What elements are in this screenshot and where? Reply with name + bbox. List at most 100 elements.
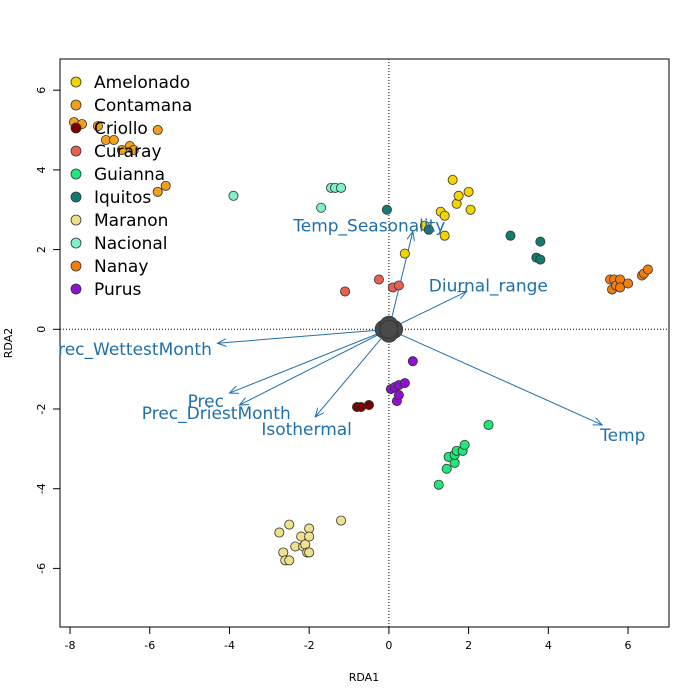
- point-purus: [393, 390, 404, 401]
- legend-swatch: [70, 168, 82, 180]
- point-contamana: [116, 144, 127, 155]
- environment-arrows: [218, 232, 603, 425]
- arrow-label-isothermal: Isothermal: [261, 420, 352, 440]
- point-nacional: [228, 190, 239, 201]
- legend-swatch: [70, 191, 82, 203]
- point-amelonado: [439, 230, 450, 241]
- legend-label: Nanay: [94, 257, 148, 277]
- x-tick-label: 0: [385, 639, 392, 652]
- legend-swatch: [70, 76, 82, 88]
- legend-swatch: [70, 283, 82, 295]
- series-nacional: [228, 182, 347, 213]
- point-criollo: [363, 400, 374, 411]
- point-iquitos: [505, 230, 516, 241]
- axes: -8 -6 -4 -2 0 2 4 6 -6 -4 -2 0 2 4 6: [35, 87, 632, 652]
- arrow-diurnal-range: [388, 291, 467, 330]
- point-maranon: [274, 527, 285, 538]
- arrow-label-prec-driestmonth: Prec_DriestMonth: [142, 404, 291, 424]
- reference-lines: [60, 59, 669, 627]
- arrow-prec: [229, 328, 390, 393]
- series-nanay: [605, 264, 653, 295]
- legend-item-nacional: Nacional: [70, 234, 168, 254]
- x-tick-label: -2: [304, 639, 315, 652]
- point-curaray: [393, 280, 404, 291]
- series-curaray: [340, 274, 404, 297]
- y-tick-label: 4: [35, 166, 48, 173]
- y-tick-label: -6: [35, 563, 48, 574]
- point-amelonado: [465, 204, 476, 215]
- series-amelonado: [399, 174, 476, 259]
- sample-points: [69, 117, 653, 566]
- point-guianna: [483, 419, 494, 430]
- legend-item-contamana: Contamana: [70, 96, 192, 116]
- legend-item-criollo: Criollo: [70, 119, 148, 139]
- point-contamana: [152, 186, 163, 197]
- arrow-label-temp: Temp: [599, 426, 645, 446]
- point-contamana: [160, 180, 171, 191]
- legend-label: Purus: [94, 280, 141, 300]
- legend-item-iquitos: Iquitos: [70, 188, 151, 208]
- series-contamana: [69, 117, 171, 197]
- legend-label: Criollo: [94, 119, 148, 139]
- arrow-label-prec: Prec: [188, 392, 224, 412]
- arrow-prec-driestmonth: [239, 328, 390, 405]
- point-contamana: [152, 125, 163, 136]
- arrow-label-temp-seasonality: Temp_Seasonality: [292, 217, 445, 237]
- series-iquitos: [381, 204, 546, 265]
- point-curaray: [340, 286, 351, 297]
- arrow-label-rec-wettestmonth: rec_WettestMonth: [58, 340, 212, 360]
- legend-item-maranon: Maranon: [70, 211, 168, 231]
- point-iquitos: [381, 204, 392, 215]
- y-tick-label: -4: [35, 483, 48, 494]
- center-cluster: [374, 315, 404, 343]
- point-iquitos: [423, 224, 434, 235]
- point-guianna: [433, 479, 444, 490]
- point-amelonado: [439, 210, 450, 221]
- point-guianna: [459, 439, 470, 450]
- series-purus: [385, 356, 418, 407]
- point-maranon: [284, 519, 295, 530]
- point-purus: [407, 356, 418, 367]
- legend: Amelonado Contamana Criollo Curaray Guianna I…: [70, 73, 192, 300]
- x-axis-title: RDA1: [349, 671, 379, 684]
- series-maranon: [274, 515, 347, 566]
- series-guianna: [433, 419, 494, 490]
- point-maranon: [284, 555, 295, 566]
- point-contamana: [108, 135, 119, 146]
- legend-item-guianna: Guianna: [70, 165, 165, 185]
- y-tick-label: 6: [35, 87, 48, 94]
- point-guianna: [441, 463, 452, 474]
- point-amelonado: [453, 190, 464, 201]
- y-axis: -6 -4 -2 0 2 4 6: [35, 87, 61, 574]
- x-tick-label: 2: [465, 639, 472, 652]
- arrow-isothermal: [315, 328, 390, 417]
- arrow-temp-seasonality: [388, 232, 413, 330]
- legend-item-purus: Purus: [70, 280, 141, 300]
- legend-label: Nacional: [94, 234, 168, 254]
- legend-swatch: [70, 214, 82, 226]
- point-nacional: [316, 202, 327, 213]
- legend-swatch: [70, 99, 82, 111]
- legend-label: Amelonado: [94, 73, 190, 93]
- legend-swatch: [70, 260, 82, 272]
- point-maranon: [336, 515, 347, 526]
- arrow-rec-wettestmonth: [218, 328, 389, 343]
- x-tick-label: -4: [224, 639, 235, 652]
- legend-swatch: [70, 122, 82, 134]
- point-iquitos: [535, 236, 546, 247]
- legend-item-curaray: Curaray: [70, 142, 162, 162]
- point-curaray: [373, 274, 384, 285]
- legend-item-nanay: Nanay: [70, 257, 148, 277]
- point-amelonado: [463, 186, 474, 197]
- x-tick-label: 4: [545, 639, 552, 652]
- arrow-label-diurnal-range: Diurnal_range: [429, 276, 548, 296]
- legend-label: Maranon: [94, 211, 168, 231]
- point-nanay: [642, 264, 653, 275]
- point-maranon: [304, 531, 315, 542]
- point-iquitos: [535, 254, 546, 265]
- legend-swatch: [70, 237, 82, 249]
- center-cluster-point: [379, 319, 399, 339]
- x-tick-label: 6: [625, 639, 632, 652]
- arrow-temp: [388, 328, 602, 425]
